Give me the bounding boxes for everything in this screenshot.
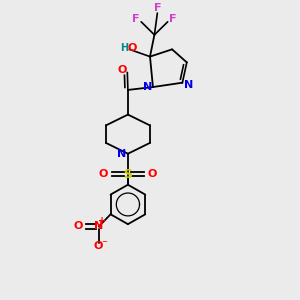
Text: N: N [184,80,193,90]
Text: O: O [94,241,103,251]
Text: O: O [117,65,127,75]
Text: F: F [132,14,140,25]
Text: O: O [99,169,108,179]
Text: F: F [169,14,177,25]
Text: ⁻: ⁻ [101,239,107,249]
Text: O: O [148,169,157,179]
Text: N: N [94,221,103,232]
Text: F: F [154,3,161,13]
Text: H: H [120,43,128,53]
Text: N: N [117,149,126,159]
Text: O: O [128,43,137,53]
Text: S: S [123,167,132,181]
Text: N: N [143,82,152,92]
Text: O: O [73,221,83,232]
Text: +: + [98,216,106,226]
